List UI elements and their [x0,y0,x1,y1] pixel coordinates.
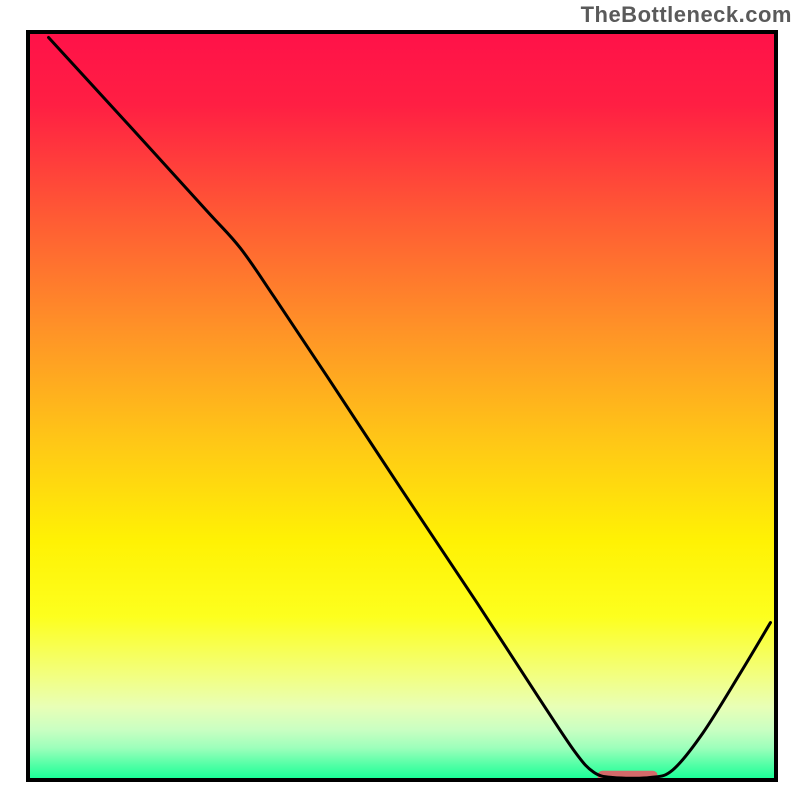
chart-background [26,30,778,782]
chart-svg [26,30,778,782]
figure-container: TheBottleneck.com [0,0,800,800]
chart-plot-area [26,30,778,782]
watermark-text: TheBottleneck.com [581,2,792,28]
